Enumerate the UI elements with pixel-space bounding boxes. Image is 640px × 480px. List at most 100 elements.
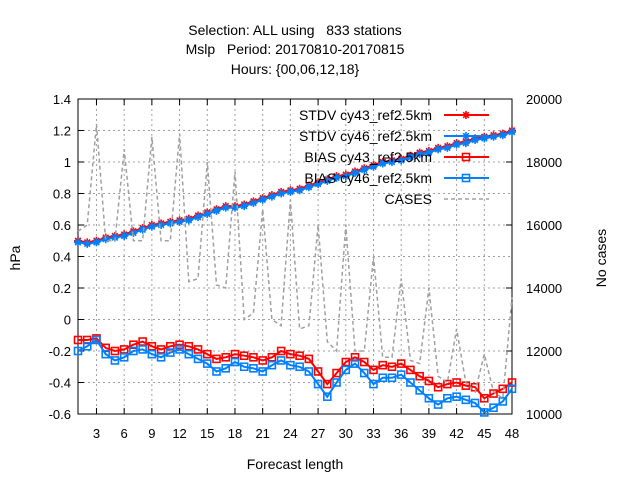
star-point-marker <box>508 128 516 137</box>
star-point-marker <box>221 203 230 212</box>
square-point-marker <box>267 360 277 370</box>
star-point-marker <box>295 186 304 195</box>
square-point-marker <box>258 356 267 365</box>
square-point-marker <box>175 340 184 350</box>
y-tick-label: -0.4 <box>49 376 71 391</box>
star-point-marker <box>175 217 184 226</box>
square-point-marker <box>147 341 157 351</box>
square-point-marker <box>489 389 498 398</box>
y-tick-label: 0 <box>64 313 71 328</box>
square-point-marker <box>443 393 452 403</box>
square-point-marker <box>433 400 443 409</box>
star-point-marker <box>212 206 221 215</box>
y-tick-label: 0.2 <box>53 281 71 296</box>
star-stroke <box>213 207 220 215</box>
x-tick-label: 21 <box>255 426 269 441</box>
square-point-marker <box>295 362 304 372</box>
star-stroke <box>185 216 193 224</box>
square-point-marker <box>461 395 471 405</box>
x-tick-label: 27 <box>311 426 325 441</box>
star-stroke <box>277 190 285 197</box>
star-point-marker <box>341 172 350 181</box>
star-point-marker <box>138 225 147 234</box>
x-axis-label: Forecast length <box>247 456 344 472</box>
star-stroke <box>370 163 377 171</box>
series-line-2 <box>78 337 513 400</box>
star-point-marker <box>240 202 249 211</box>
star-stroke <box>508 128 516 136</box>
square-point-marker <box>313 379 323 389</box>
square-point-marker <box>406 365 415 375</box>
square-point-marker <box>443 379 452 389</box>
square-point-marker <box>286 349 295 359</box>
x-tick-label: 36 <box>394 426 408 441</box>
star-stroke <box>351 169 359 177</box>
star-point-marker <box>443 143 452 152</box>
star-point-marker <box>332 173 341 182</box>
star-stroke <box>240 202 248 210</box>
square-point-marker <box>369 379 378 389</box>
square-point-marker <box>433 382 443 392</box>
square-point-marker <box>323 392 332 401</box>
star-stroke <box>342 172 350 180</box>
square-point-marker <box>323 379 332 389</box>
square-point-marker <box>138 337 147 346</box>
square-point-marker <box>239 362 249 372</box>
star-stroke <box>268 193 276 201</box>
star-point-marker <box>249 198 258 207</box>
y2-tick-label: 14000 <box>526 281 562 296</box>
y2-tick-label: 10000 <box>526 407 562 422</box>
square-point-marker <box>470 398 480 408</box>
star-point-marker <box>203 209 212 218</box>
square-point-marker <box>202 349 212 359</box>
square-point-marker <box>498 397 508 406</box>
square-point-marker <box>129 346 138 356</box>
square-point-marker <box>249 352 258 362</box>
star-stroke <box>194 213 202 221</box>
square-point-marker <box>415 386 424 395</box>
star-stroke <box>130 229 137 237</box>
legend-label: BIAS cy43_ref2.5km <box>304 149 432 165</box>
square-point-marker <box>166 348 175 357</box>
y-tick-label: 1.2 <box>53 124 71 139</box>
star-point-marker <box>323 176 332 185</box>
star-stroke <box>360 166 368 174</box>
square-point-marker <box>286 360 295 370</box>
y2-tick-label: 20000 <box>526 92 562 107</box>
square-point-marker <box>332 378 341 387</box>
x-tick-label: 42 <box>449 426 463 441</box>
x-tick-label: 18 <box>228 426 242 441</box>
chart-title-line-1: Selection: ALL using 833 stations <box>188 22 402 38</box>
square-point-marker <box>479 393 489 403</box>
series-line-3 <box>77 338 513 414</box>
square-point-marker <box>341 357 351 367</box>
star-stroke <box>305 183 313 191</box>
square-point-marker <box>156 345 166 354</box>
square-point-marker <box>249 364 258 373</box>
star-point-marker <box>489 132 498 141</box>
y2-tick-label: 12000 <box>526 344 562 359</box>
square-point-marker <box>184 341 194 351</box>
square-point-marker <box>82 341 92 351</box>
square-point-marker <box>110 356 120 365</box>
y-axis-label: hPa <box>7 245 23 270</box>
square-point-marker <box>498 384 508 394</box>
star-stroke <box>397 157 405 164</box>
x-tick-label: 6 <box>121 426 128 441</box>
x-tick-label: 24 <box>283 426 297 441</box>
star-point-marker <box>92 238 101 247</box>
square-point-marker <box>119 352 129 362</box>
square-point-marker <box>73 335 83 345</box>
legend-label: CASES <box>385 191 432 207</box>
square-point-marker <box>424 393 434 403</box>
y2-tick-label: 18000 <box>526 155 562 170</box>
square-point-marker <box>387 373 397 383</box>
star-stroke <box>462 139 470 147</box>
square-point-marker <box>489 403 498 413</box>
star-stroke <box>296 186 303 194</box>
star-stroke <box>287 188 294 196</box>
y-tick-label: 0.4 <box>53 250 71 265</box>
x-tick-label: 39 <box>422 426 436 441</box>
star-stroke <box>222 204 230 212</box>
